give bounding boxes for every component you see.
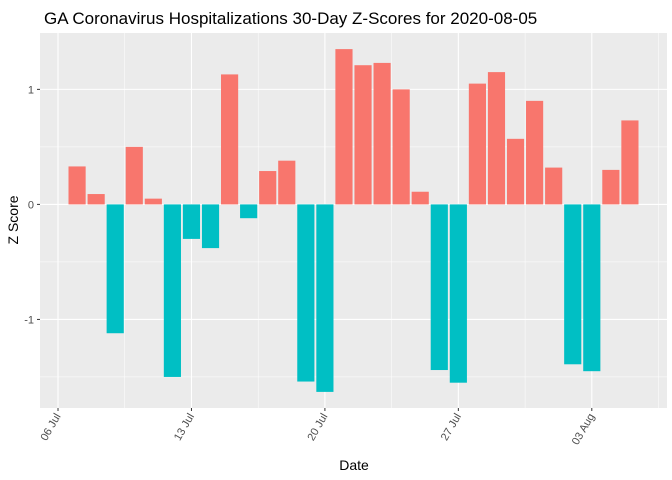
bar (68, 166, 86, 205)
bar (602, 169, 620, 205)
bar (87, 194, 105, 205)
bar (221, 74, 239, 205)
x-tick-label: 03 Aug (570, 412, 598, 448)
panel (40, 33, 667, 408)
y-tick-label: 0 (28, 199, 34, 211)
bar (506, 138, 525, 205)
y-tick-label: 1 (28, 84, 34, 96)
bar (392, 89, 410, 205)
bar (526, 100, 544, 205)
x-tick-label: 27 Jul (439, 412, 464, 443)
x-axis-title: Date (339, 457, 369, 473)
bar (144, 198, 162, 205)
bar (564, 204, 582, 365)
bar (259, 171, 277, 205)
bar (545, 167, 563, 205)
bar (240, 204, 258, 219)
bar (201, 204, 220, 249)
bar (335, 49, 353, 205)
bar (163, 204, 181, 377)
y-axis-title: Z Score (5, 195, 21, 244)
bar (182, 204, 201, 239)
bar (430, 204, 448, 371)
bar (278, 160, 296, 205)
bar (411, 191, 429, 205)
bar (468, 83, 486, 205)
bar (297, 204, 315, 382)
bar (316, 204, 334, 392)
chart-title: GA Coronavirus Hospitalizations 30-Day Z… (44, 9, 537, 28)
bar (621, 120, 639, 205)
bar (487, 72, 506, 205)
bar (106, 204, 124, 334)
bar (583, 204, 601, 372)
x-tick-label: 20 Jul (305, 412, 330, 443)
bar (125, 146, 143, 205)
x-tick-label: 13 Jul (172, 412, 197, 443)
bar (354, 65, 372, 205)
y-tick-label: -1 (24, 314, 34, 326)
x-tick-label: 06 Jul (39, 412, 64, 443)
bar (373, 62, 391, 205)
bar (449, 204, 467, 383)
